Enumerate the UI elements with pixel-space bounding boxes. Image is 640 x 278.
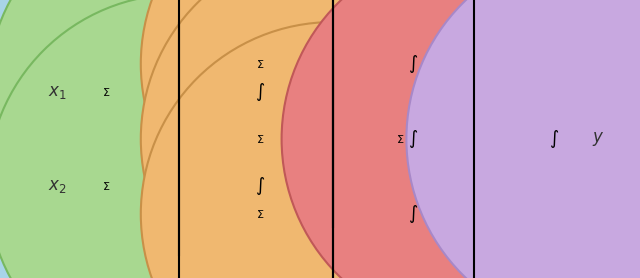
Text: Hidden layer: Hidden layer bbox=[132, 265, 207, 278]
Text: $\Sigma$: $\Sigma$ bbox=[102, 180, 111, 192]
Text: $x_2$: $x_2$ bbox=[49, 177, 67, 195]
Ellipse shape bbox=[141, 0, 525, 256]
Text: $\int$: $\int$ bbox=[408, 53, 419, 75]
Text: $\int$: $\int$ bbox=[408, 128, 419, 150]
Text: $\int$: $\int$ bbox=[408, 203, 419, 225]
Text: $\int$: $\int$ bbox=[255, 81, 265, 103]
Text: $\Sigma$: $\Sigma$ bbox=[255, 58, 264, 70]
Ellipse shape bbox=[0, 0, 371, 278]
Ellipse shape bbox=[141, 0, 525, 278]
Text: $\int$: $\int$ bbox=[549, 128, 559, 150]
Ellipse shape bbox=[0, 0, 262, 278]
Ellipse shape bbox=[0, 0, 371, 278]
Text: Output layer: Output layer bbox=[449, 265, 524, 278]
Text: $\Sigma$: $\Sigma$ bbox=[396, 133, 405, 145]
Ellipse shape bbox=[282, 0, 640, 278]
Ellipse shape bbox=[0, 0, 262, 278]
Text: $\Sigma$: $\Sigma$ bbox=[255, 208, 264, 220]
Text: $\int$: $\int$ bbox=[255, 175, 265, 197]
Ellipse shape bbox=[406, 0, 640, 278]
Text: $\Sigma$: $\Sigma$ bbox=[255, 133, 264, 145]
Ellipse shape bbox=[141, 22, 525, 278]
Text: Hidden layer: Hidden layer bbox=[295, 265, 371, 278]
Text: $y$: $y$ bbox=[592, 130, 605, 148]
Text: $\Sigma$: $\Sigma$ bbox=[102, 86, 111, 98]
Text: $x_1$: $x_1$ bbox=[48, 83, 67, 101]
